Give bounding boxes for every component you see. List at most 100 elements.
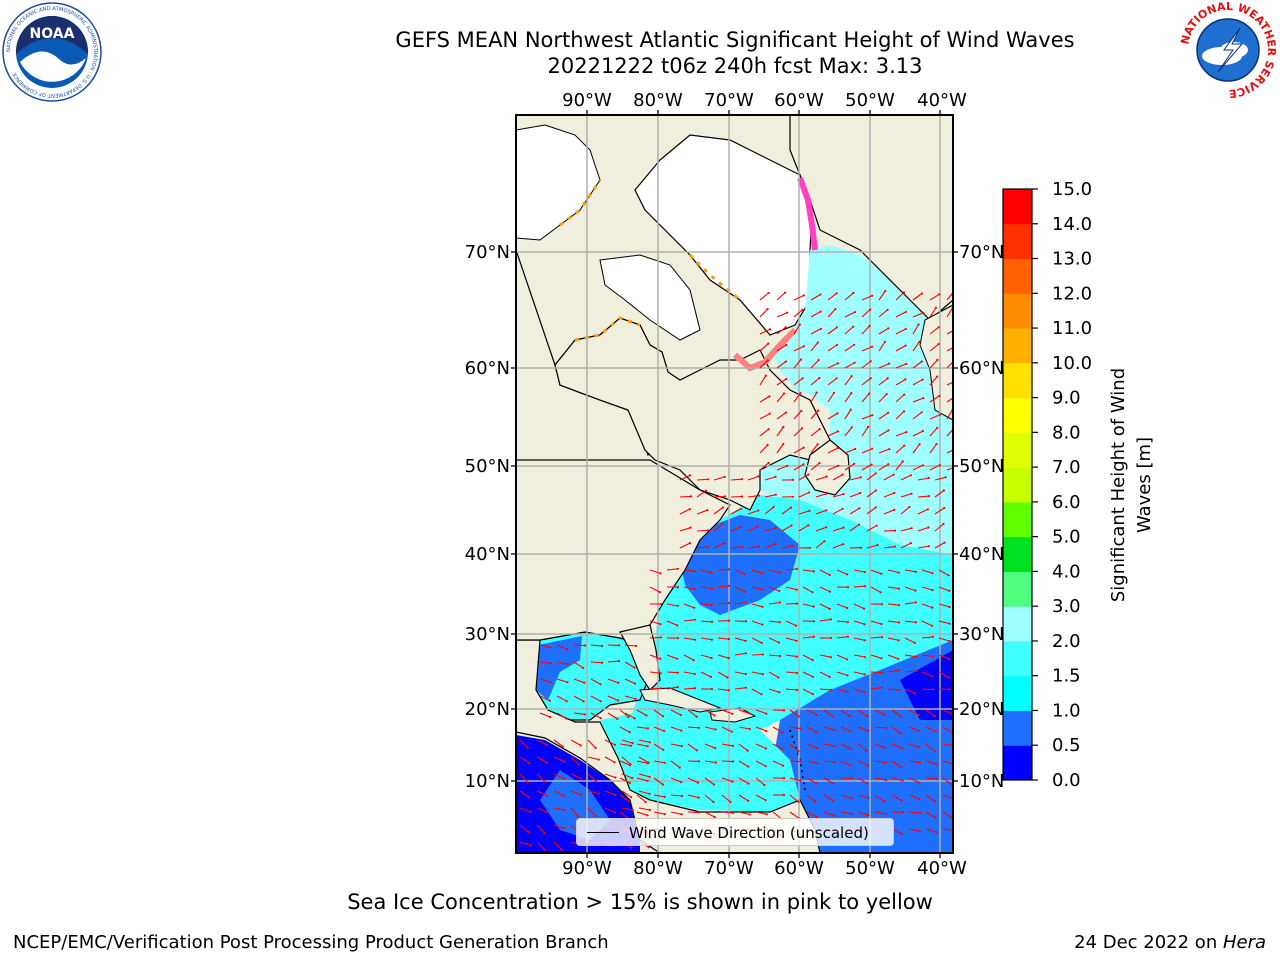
wind-wave-vector-head <box>546 794 549 797</box>
colorbar-segment <box>1003 710 1032 746</box>
wind-wave-vector-head <box>630 796 633 799</box>
wind-wave-vector-head <box>761 623 764 626</box>
wind-wave-vector <box>891 794 902 801</box>
wind-wave-vector <box>878 429 889 437</box>
wind-wave-vector-head <box>644 800 647 804</box>
wind-wave-vector <box>759 359 769 369</box>
wind-wave-vector <box>619 743 631 747</box>
wind-wave-vector <box>793 392 801 403</box>
wind-wave-vector <box>827 362 839 369</box>
wind-wave-vector <box>891 743 903 749</box>
wind-wave-vector <box>895 378 906 386</box>
wind-wave-vector <box>653 743 664 751</box>
wind-wave-vector <box>844 427 853 437</box>
wind-wave-vector-head <box>633 717 636 720</box>
wind-wave-vector-head <box>628 731 631 734</box>
wind-wave-vector <box>604 807 616 814</box>
wind-wave-vector-head <box>786 311 789 314</box>
wind-wave-vector-head <box>594 814 597 818</box>
wind-wave-vector <box>624 644 637 647</box>
wind-wave-vector <box>942 709 953 715</box>
wind-wave-vector <box>700 671 712 678</box>
wind-wave-vector <box>717 654 729 659</box>
wind-wave-vector-head <box>617 660 621 663</box>
wind-wave-vector-head <box>549 715 552 719</box>
wind-wave-vector <box>653 709 664 717</box>
wind-wave-vector <box>938 603 950 608</box>
wind-wave-vector-head <box>910 492 913 495</box>
wind-wave-vector <box>806 709 818 716</box>
wind-wave-vector <box>768 586 780 592</box>
wind-wave-vector-head <box>712 800 715 804</box>
wind-wave-vector-head <box>781 748 784 751</box>
wind-wave-vector-head <box>801 308 804 311</box>
wind-wave-vector-head <box>832 799 835 802</box>
wind-wave-vector-head <box>887 463 890 466</box>
wind-wave-vector <box>823 777 834 785</box>
wind-wave-vector-head <box>529 844 532 847</box>
chart-title: GEFS MEAN Northwest Atlantic Significant… <box>395 28 1075 52</box>
wind-wave-vector <box>887 637 899 641</box>
florida <box>619 624 661 691</box>
wind-wave-vector <box>621 773 633 779</box>
wind-wave-vector <box>604 739 616 746</box>
wind-wave-vector <box>866 544 878 549</box>
wind-wave-vector <box>912 430 924 437</box>
wind-wave-vector-head <box>956 345 958 347</box>
wind-wave-vector-head <box>661 783 665 786</box>
wind-wave-vector-head <box>693 638 697 641</box>
wind-wave-vector-head <box>936 375 939 378</box>
wind-wave-vector <box>755 811 767 815</box>
wind-wave-vector <box>666 686 678 690</box>
wind-wave-vector-head <box>789 506 793 509</box>
wind-wave-vector-head <box>921 464 925 467</box>
wind-wave-vector-head <box>614 793 617 797</box>
lat-label-right-60n: 60°N <box>959 358 1004 379</box>
wind-wave-vector-head <box>659 636 663 639</box>
wind-wave-vector <box>590 644 603 647</box>
wind-wave-vector-head <box>617 681 620 685</box>
wind-wave-vector <box>908 828 920 832</box>
wind-wave-vector-head <box>800 409 803 412</box>
wind-wave-vector <box>806 777 817 784</box>
wind-wave-vector <box>683 671 695 675</box>
wind-wave-vector-head <box>663 729 666 733</box>
wind-wave-vector-head <box>799 760 803 763</box>
wind-wave-vector-head <box>784 291 787 294</box>
wind-wave-vector-head <box>904 378 907 381</box>
wind-wave-vector <box>921 654 933 657</box>
greenland <box>789 115 953 321</box>
wind-wave-vector-head <box>835 377 838 380</box>
wind-wave-vector <box>810 443 819 454</box>
wind-wave-vector-head <box>901 747 904 750</box>
wind-wave-vector-head <box>631 742 634 745</box>
wind-wave-vector-head <box>846 690 849 694</box>
wind-wave-vector-head <box>527 796 531 799</box>
wind-wave-vector <box>713 476 725 481</box>
wind-wave-vector <box>870 569 882 575</box>
colorbar-segment <box>1003 328 1032 364</box>
wind-wave-vector-head <box>883 340 887 343</box>
wind-wave-vector-head <box>629 744 633 747</box>
wind-wave-vector-head <box>884 726 888 730</box>
wind-wave-vector <box>649 636 662 639</box>
wind-wave-vector <box>917 545 929 549</box>
wind-wave-vector <box>751 569 763 574</box>
wind-wave-vector-head <box>930 624 934 627</box>
wind-wave-vector <box>887 569 899 574</box>
wind-wave-vector-head <box>815 731 818 734</box>
wind-wave-vector <box>604 756 615 763</box>
wind-wave-vector <box>590 678 601 685</box>
colorbar-segment <box>1003 467 1032 503</box>
wind-wave-vector <box>844 375 852 386</box>
newfoundland <box>804 439 851 496</box>
wind-wave-vector <box>861 426 869 437</box>
wind-wave-vector-head <box>795 671 799 675</box>
wind-wave-vector-head <box>828 573 831 577</box>
wind-wave-vector-head <box>853 311 857 314</box>
wind-wave-vector-head <box>791 544 794 547</box>
wind-wave-vector-head <box>795 588 798 591</box>
wind-wave-vector <box>827 344 838 352</box>
wind-wave-vector <box>759 462 769 471</box>
wind-wave-vector-head <box>659 672 663 675</box>
